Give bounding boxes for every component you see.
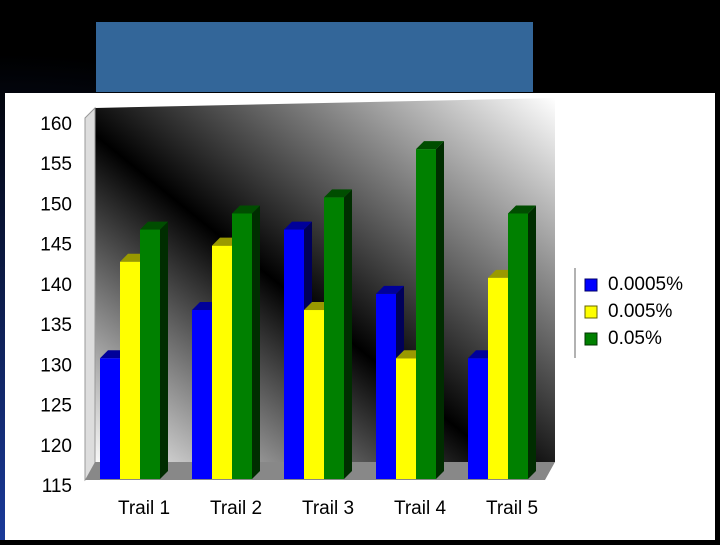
x-tick-label: Trail 1 [118, 498, 170, 519]
bar-front [324, 197, 344, 479]
bar-front [416, 149, 436, 479]
y-tick-label: 145 [40, 235, 72, 256]
y-tick-label: 125 [40, 396, 72, 417]
x-tick-label: Trail 3 [302, 498, 354, 519]
y-tick-label: 120 [40, 436, 72, 457]
bar-front [120, 261, 140, 479]
legend-swatch [584, 332, 598, 346]
bar [508, 205, 536, 479]
side-wall [84, 106, 96, 482]
bar-top [376, 285, 404, 294]
y-tick-label: 135 [40, 315, 72, 336]
bar-front [468, 358, 488, 479]
bar-side [344, 189, 352, 479]
bar-side [436, 141, 444, 479]
bar-front [376, 293, 396, 479]
bar-front [212, 245, 232, 479]
y-tick-label: 130 [40, 355, 72, 376]
bar-front [192, 310, 212, 479]
bar-front [140, 229, 160, 479]
bar-side [160, 221, 168, 480]
y-tick-label: 140 [40, 275, 72, 296]
x-tick-label: Trail 2 [210, 498, 262, 519]
bar [232, 205, 260, 479]
bar-front [100, 358, 120, 479]
bar [416, 141, 444, 479]
legend-label: 0.005% [608, 301, 673, 322]
y-tick-label: 115 [42, 476, 72, 497]
bar-top [324, 189, 352, 198]
bar-top [508, 205, 536, 214]
bar-front [396, 358, 416, 479]
bar-front [232, 213, 252, 479]
x-tick-label: Trail 4 [394, 498, 447, 519]
bar-front [284, 229, 304, 479]
bar-front [488, 277, 508, 479]
bar [324, 189, 352, 479]
y-tick-label: 160 [40, 114, 72, 135]
bar-front [508, 213, 528, 479]
bar-top [140, 221, 168, 230]
bar-top [284, 221, 312, 230]
legend-swatch [584, 278, 598, 292]
bar-top [232, 205, 260, 214]
x-tick-label: Trail 5 [486, 498, 538, 519]
bar-side [528, 205, 536, 479]
y-tick-label: 150 [40, 194, 72, 215]
bar-side [252, 205, 260, 479]
bar-top [416, 141, 444, 150]
bar-front [304, 310, 324, 479]
legend-label: 0.0005% [608, 274, 683, 295]
title-box [96, 22, 533, 92]
y-tick-label: 155 [40, 154, 72, 175]
bar [140, 221, 168, 480]
legend-label: 0.05% [608, 328, 662, 349]
legend-swatch [584, 305, 598, 319]
